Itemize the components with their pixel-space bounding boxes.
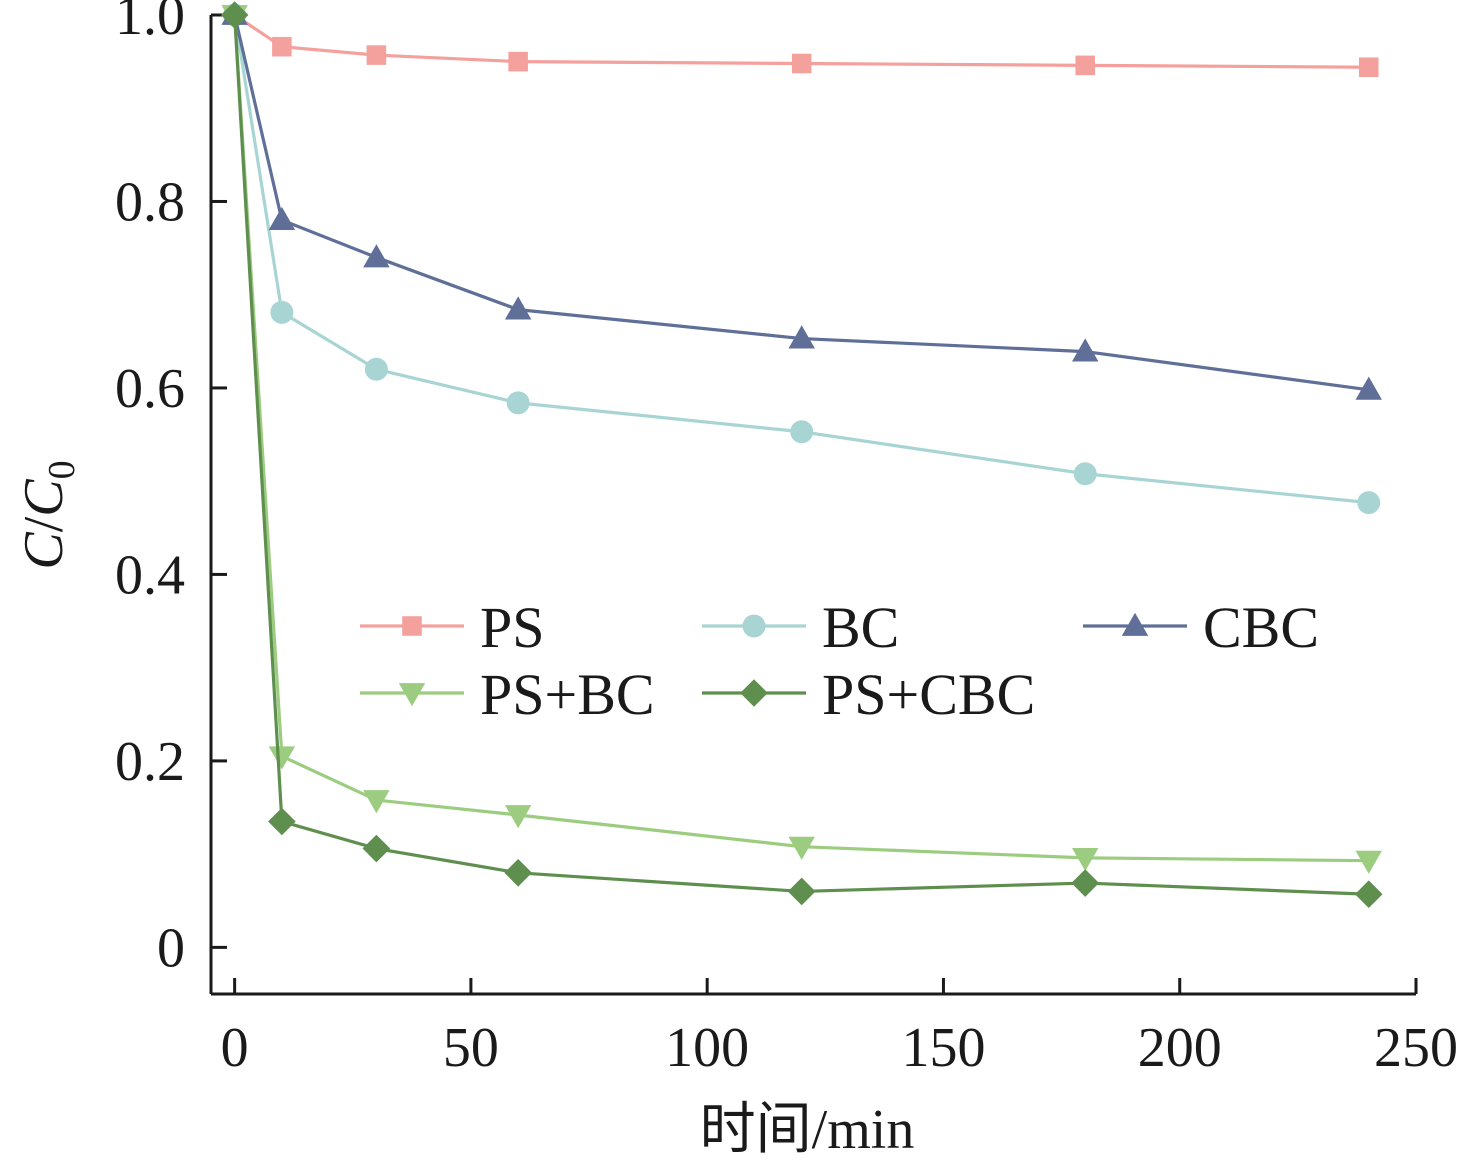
series-cbc [221,1,1382,400]
y-tick-label: 0.2 [115,731,185,793]
data-point [363,790,390,814]
x-axis-title: 时间/min [700,1099,915,1161]
x-tick-label: 0 [221,1017,249,1079]
data-point [366,45,387,65]
y-tick-label: 0 [157,917,185,979]
data-point [272,36,292,57]
data-point [268,746,296,770]
data-point [1071,869,1100,897]
series-layer [220,1,1383,909]
x-tick-label: 250 [1374,1017,1458,1079]
legend-item: PS [360,595,545,660]
legend-marker [398,683,426,707]
axes: 0 50 100 150 200 250 0 0.2 0.4 0.6 0.8 1.0 [115,0,1458,1079]
data-point [506,391,530,415]
data-point [790,420,814,444]
series-ps-plus-cbc [220,1,1383,909]
x-tick-label: 100 [665,1017,749,1079]
series-bc [223,3,1381,515]
data-point [504,296,532,320]
x-tick-label: 200 [1138,1017,1222,1079]
legend-marker [402,616,422,636]
y-tick-label: 0.8 [115,171,185,233]
data-point [788,325,815,349]
data-point [1358,57,1379,77]
legend-label: PS [480,595,545,660]
data-point [1355,376,1382,400]
y-axis-title-main: C [13,532,75,570]
data-point [787,877,816,906]
legend-item: PS+BC [360,662,655,727]
data-point [268,206,296,231]
data-point [363,244,390,268]
data-point [1357,491,1381,515]
data-point [504,805,532,829]
y-tick-label: 0.6 [115,358,185,420]
x-tick-label: 50 [443,1017,499,1079]
y-tick-label: 0.4 [115,544,185,606]
data-point [362,834,391,863]
data-point [1071,847,1099,872]
data-point [791,53,812,74]
legend-marker [740,679,768,707]
y-axis-title: C/C0 [13,460,83,569]
data-point [1354,880,1383,909]
legend-item: PS+CBC [702,662,1035,727]
data-point [1075,55,1095,76]
data-point [508,51,528,72]
legend-item: BC [702,595,899,660]
x-tick-label: 150 [901,1017,985,1079]
y-tick-label: 1.0 [115,0,185,47]
legend-item: CBC [1083,595,1319,660]
data-point [270,300,294,324]
data-point [1071,338,1099,362]
legend-label: PS+BC [480,662,655,727]
y-axis-title-slash: / [13,516,75,532]
series-line [233,14,1369,896]
legend-marker [742,614,766,638]
legend: PS BC CBC PS+BC PS+CBC [360,595,1319,727]
data-point [504,858,532,887]
data-point [788,836,815,860]
data-point [268,807,296,836]
y-axis-title-subscript: 0 [41,460,83,479]
data-point [1073,462,1097,486]
data-point [1355,850,1382,874]
legend-label: PS+CBC [822,662,1035,727]
series-ps [224,5,1379,77]
data-point [364,357,388,381]
legend-label: BC [822,595,899,660]
legend-marker [1121,612,1149,636]
legend-label: CBC [1203,595,1319,660]
y-axis-title-base: C [13,479,75,517]
data-point [220,1,249,29]
